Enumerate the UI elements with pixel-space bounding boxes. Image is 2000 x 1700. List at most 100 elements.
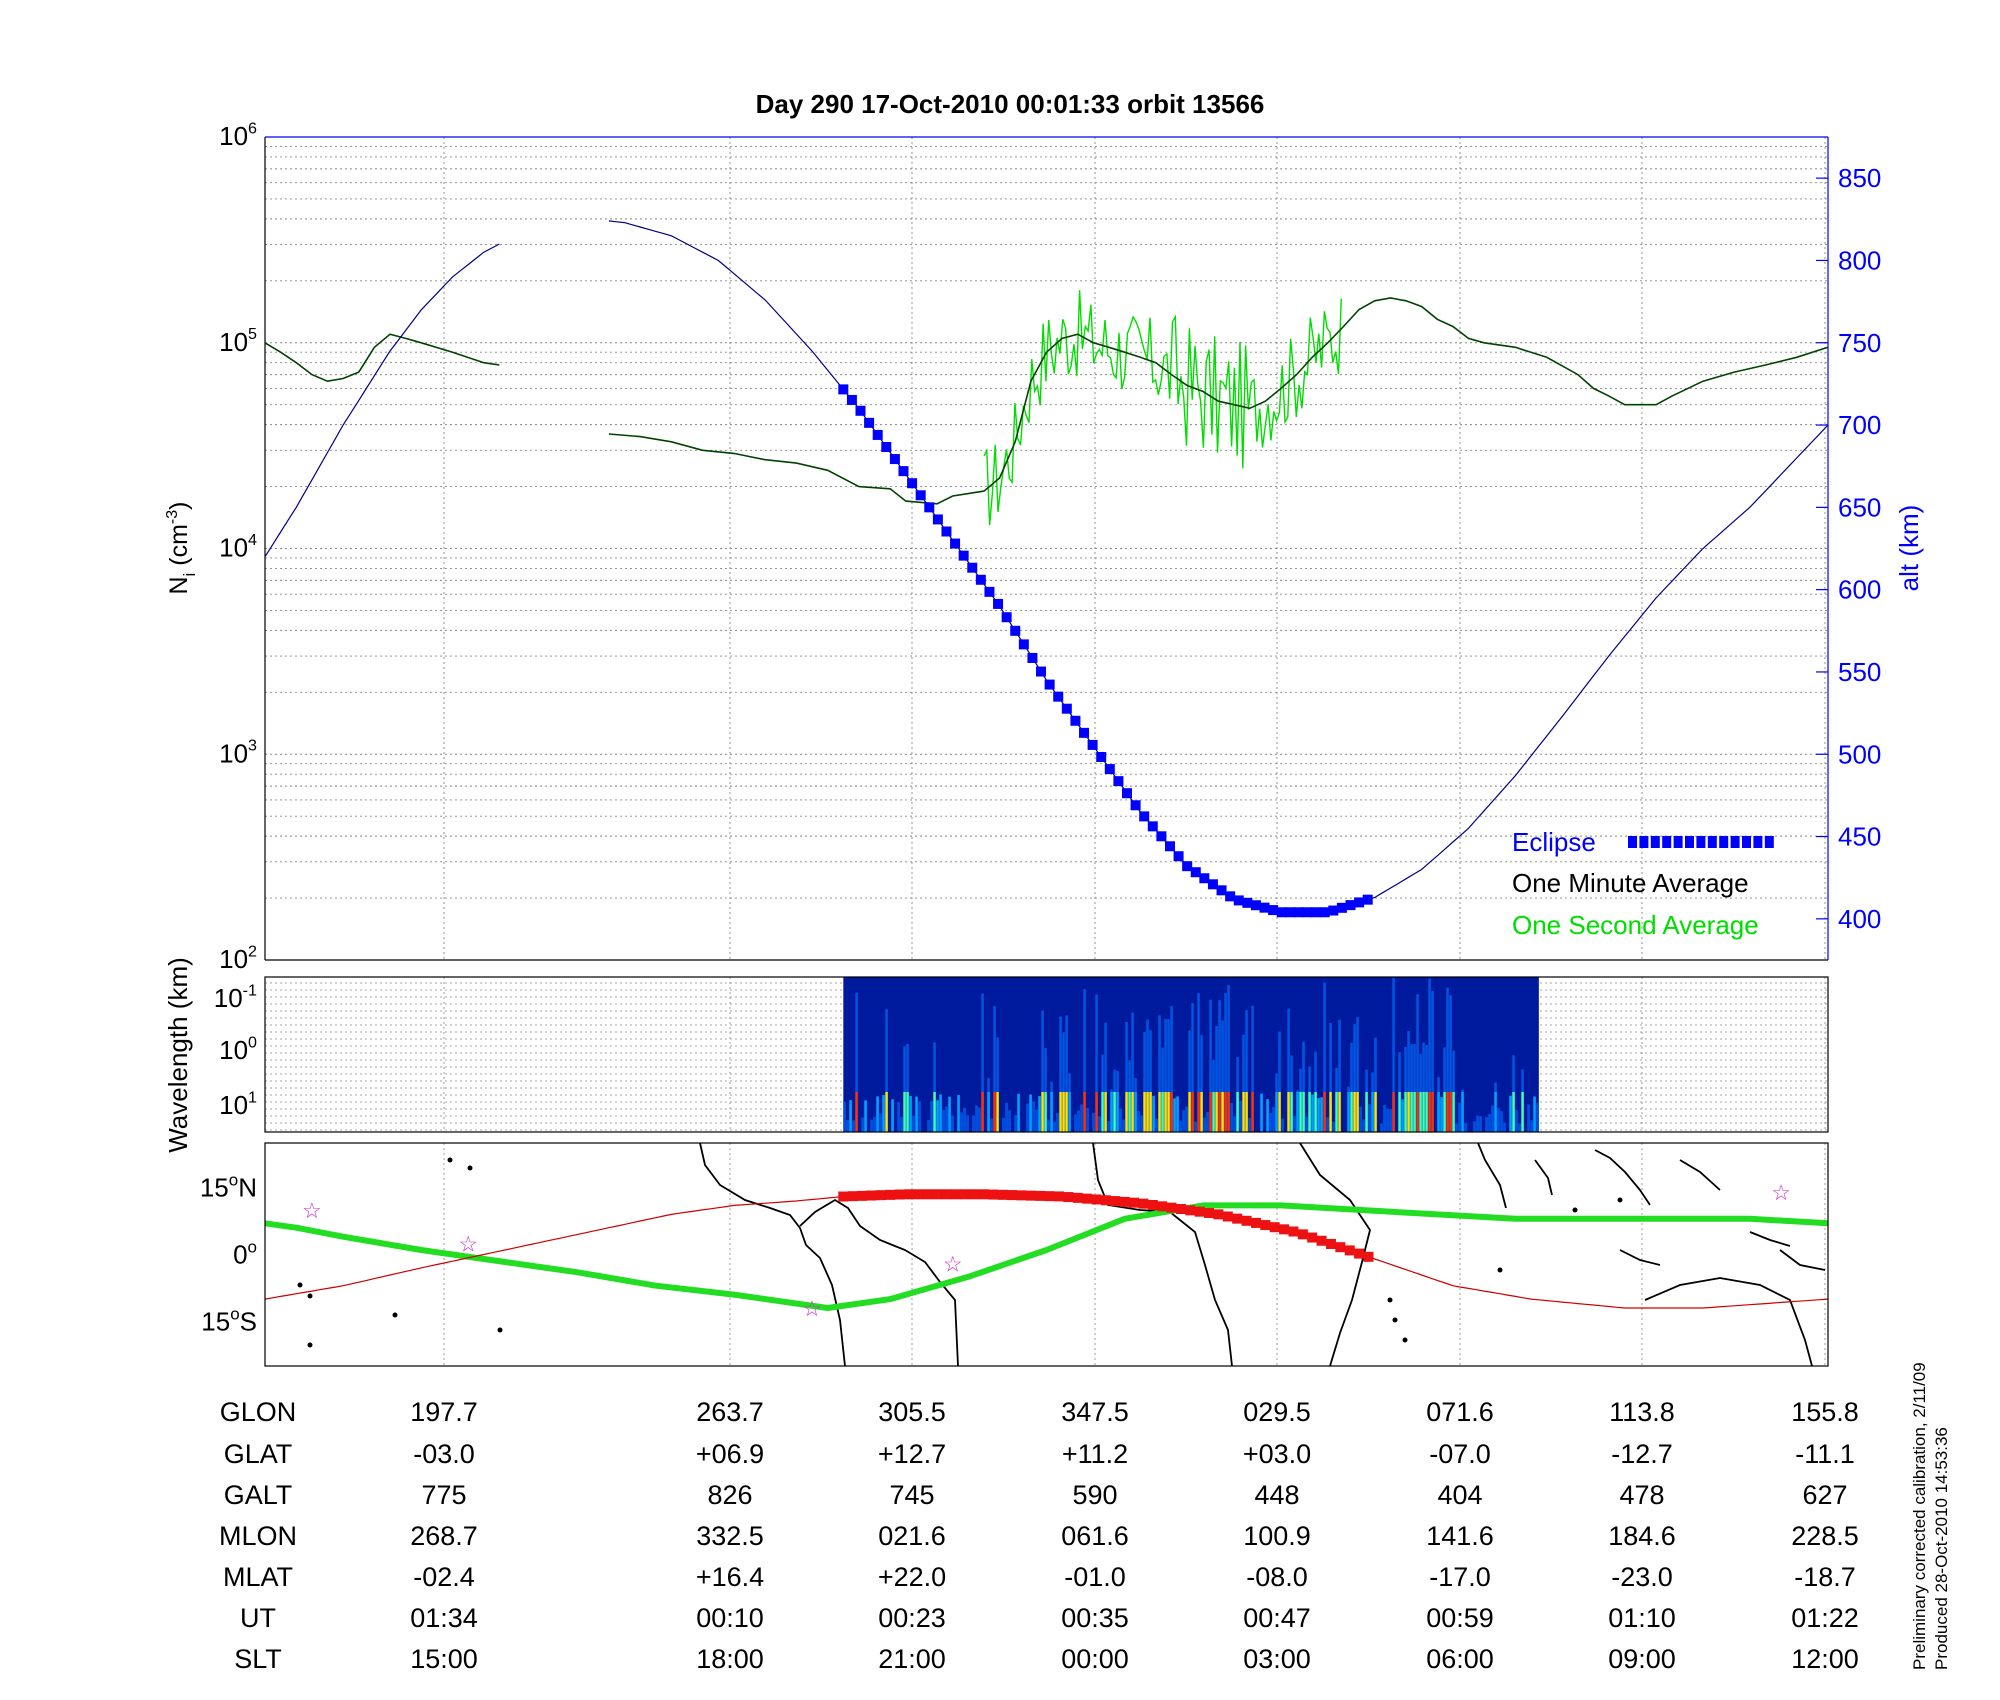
spectrogram-column bbox=[1104, 1022, 1107, 1132]
spectrogram-hot-cell bbox=[1458, 1102, 1461, 1132]
spectrogram-hot-cell bbox=[1509, 1095, 1512, 1132]
eclipse-track-marker bbox=[1157, 1201, 1168, 1212]
spectrogram-hot-cell bbox=[1188, 1092, 1191, 1132]
table-cell: 09:00 bbox=[1608, 1644, 1676, 1674]
table-cell: 745 bbox=[889, 1480, 934, 1510]
table-cell: -23.0 bbox=[1611, 1562, 1673, 1592]
eclipse-marker bbox=[1156, 831, 1167, 842]
eclipse-marker bbox=[1139, 811, 1150, 822]
table-cell: 113.8 bbox=[1609, 1397, 1675, 1427]
table-cell: +03.0 bbox=[1243, 1439, 1311, 1469]
eclipse-marker bbox=[846, 394, 857, 405]
spectrogram-hot-cell bbox=[1065, 1092, 1068, 1132]
spectrogram-hot-cell bbox=[1491, 1105, 1494, 1132]
eclipse-marker bbox=[907, 478, 918, 489]
table-row-label: SLT bbox=[234, 1644, 282, 1674]
spectrogram-hot-cell bbox=[843, 1101, 846, 1132]
eclipse-track-marker bbox=[997, 1189, 1008, 1200]
spectrogram-hot-cell bbox=[1056, 1113, 1059, 1132]
spectrogram-hot-cell bbox=[1518, 1123, 1521, 1132]
spectrogram-column bbox=[1245, 1010, 1248, 1132]
eclipse-track-marker bbox=[866, 1190, 877, 1201]
legend-minute-average-label: One Minute Average bbox=[1512, 868, 1749, 898]
table-cell: 00:10 bbox=[696, 1603, 764, 1633]
footnote-line-1: Preliminary corrected calibration, 2/11/… bbox=[1910, 1362, 1929, 1670]
spectrogram-hot-cell bbox=[1047, 1119, 1050, 1132]
island bbox=[1387, 1297, 1393, 1303]
eclipse-track-marker bbox=[1232, 1213, 1243, 1224]
spectrogram-hot-cell bbox=[1251, 1092, 1254, 1132]
spectrogram-hot-cell bbox=[861, 1117, 864, 1132]
altitude-tick-label: 600 bbox=[1838, 575, 1881, 605]
spectrogram-hot-cell bbox=[945, 1106, 948, 1132]
eclipse-marker bbox=[967, 562, 978, 573]
eclipse-marker bbox=[1207, 879, 1218, 890]
spectrogram-hot-cell bbox=[1455, 1123, 1458, 1132]
eclipse-track-marker bbox=[1044, 1191, 1055, 1202]
table-row-label: GALT bbox=[224, 1480, 293, 1510]
eclipse-marker bbox=[1096, 751, 1107, 762]
legend-eclipse-swatch bbox=[1753, 836, 1763, 848]
spectrogram-hot-cell bbox=[1203, 1117, 1206, 1132]
spectrogram-column bbox=[1125, 1021, 1128, 1132]
eclipse-track-marker bbox=[1185, 1205, 1196, 1216]
spectrogram-hot-cell bbox=[1410, 1092, 1413, 1132]
orbit-info-table: GLON GLAT GALT MLON MLAT UT SLT 197.7 -03.0 775 26… bbox=[219, 1397, 1859, 1674]
spectrogram-hot-cell bbox=[1242, 1092, 1245, 1132]
spectrogram-hot-cell bbox=[990, 1118, 993, 1132]
spectrogram-hot-cell bbox=[885, 1092, 888, 1132]
spectrogram-column bbox=[1425, 1044, 1428, 1132]
density-ytick-label: 104 bbox=[219, 531, 257, 563]
legend-eclipse-swatch bbox=[1719, 836, 1729, 848]
spectrogram-column bbox=[1218, 1000, 1221, 1132]
spectrogram-hot-cell bbox=[1161, 1092, 1164, 1132]
spectrogram-hot-cell bbox=[987, 1092, 990, 1132]
spectrogram-hot-cell bbox=[1173, 1098, 1176, 1132]
altitude-tick-label: 500 bbox=[1838, 739, 1881, 769]
spectrogram-hot-cell bbox=[1416, 1092, 1419, 1132]
eclipse-marker bbox=[1293, 907, 1304, 918]
spectrogram-hot-cell bbox=[1086, 1108, 1089, 1132]
table-cell: 404 bbox=[1437, 1480, 1482, 1510]
spectrogram-column bbox=[1374, 1037, 1377, 1132]
spectrogram-hot-cell bbox=[1068, 1092, 1071, 1132]
spectrogram-hot-cell bbox=[1368, 1104, 1371, 1132]
spectrogram-hot-cell bbox=[1380, 1123, 1383, 1132]
spectrogram-hot-cell bbox=[912, 1115, 915, 1132]
coastline bbox=[1749, 1231, 1791, 1247]
spectrogram-hot-cell bbox=[1053, 1121, 1056, 1132]
eclipse-track-marker bbox=[1007, 1190, 1018, 1201]
spectrogram-hot-cell bbox=[1074, 1114, 1077, 1132]
spectrogram-hot-cell bbox=[918, 1101, 921, 1132]
spectrogram-column bbox=[1407, 1031, 1410, 1132]
eclipse-marker bbox=[993, 598, 1004, 609]
spectrogram-hot-cell bbox=[1110, 1092, 1113, 1132]
eclipse-track-marker bbox=[960, 1189, 971, 1200]
table-cell: 071.6 bbox=[1426, 1397, 1494, 1427]
spectrogram-hot-cell bbox=[1290, 1092, 1293, 1132]
spectrogram-hot-cell bbox=[975, 1105, 978, 1132]
spectrogram-hot-cell bbox=[1392, 1092, 1395, 1132]
coastline bbox=[1679, 1159, 1721, 1191]
eclipse-track-marker bbox=[1316, 1235, 1327, 1246]
spectrogram-hot-cell bbox=[1440, 1097, 1443, 1132]
eclipse-track-marker bbox=[1335, 1242, 1346, 1253]
legend-eclipse-swatch bbox=[1639, 836, 1649, 848]
island bbox=[467, 1165, 473, 1171]
spectrogram-column bbox=[1356, 1017, 1359, 1132]
altitude-tick-label: 700 bbox=[1838, 410, 1881, 440]
island bbox=[307, 1342, 313, 1348]
spectrogram-hot-cell bbox=[1017, 1093, 1020, 1132]
eclipse-marker bbox=[1053, 691, 1064, 702]
eclipse-marker bbox=[881, 441, 892, 452]
spectrogram-hot-cell bbox=[900, 1116, 903, 1132]
density-ytick-label: 102 bbox=[219, 942, 257, 974]
eclipse-marker bbox=[1268, 905, 1279, 916]
spectrogram-hot-cell bbox=[1158, 1092, 1161, 1132]
table-cell: -08.0 bbox=[1246, 1562, 1308, 1592]
one-minute-average-line bbox=[608, 297, 1829, 505]
spectrogram-hot-cell bbox=[1029, 1094, 1032, 1132]
legend: Eclipse One Minute Average One Second Aver… bbox=[1512, 827, 1774, 940]
table-cell: 01:34 bbox=[410, 1603, 478, 1633]
